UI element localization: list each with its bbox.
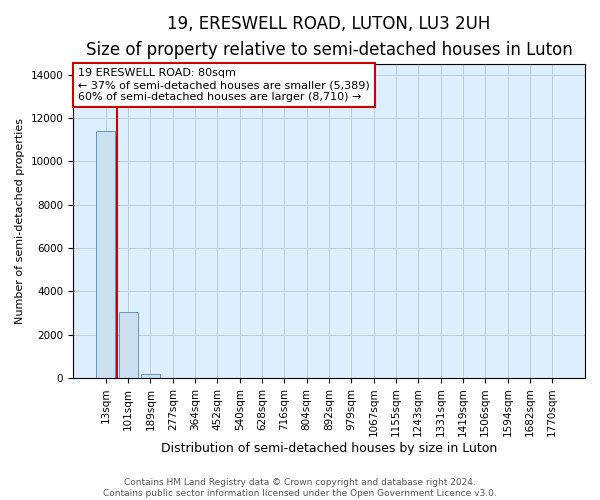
X-axis label: Distribution of semi-detached houses by size in Luton: Distribution of semi-detached houses by … [161, 442, 497, 455]
Bar [141, 374, 160, 378]
Bar [96, 131, 115, 378]
Text: Contains HM Land Registry data © Crown copyright and database right 2024.
Contai: Contains HM Land Registry data © Crown c… [103, 478, 497, 498]
Title: 19, ERESWELL ROAD, LUTON, LU3 2UH
Size of property relative to semi-detached hou: 19, ERESWELL ROAD, LUTON, LU3 2UH Size o… [86, 15, 572, 60]
Y-axis label: Number of semi-detached properties: Number of semi-detached properties [15, 118, 25, 324]
Bar [119, 312, 137, 378]
Text: 19 ERESWELL ROAD: 80sqm
← 37% of semi-detached houses are smaller (5,389)
60% of: 19 ERESWELL ROAD: 80sqm ← 37% of semi-de… [78, 68, 370, 102]
